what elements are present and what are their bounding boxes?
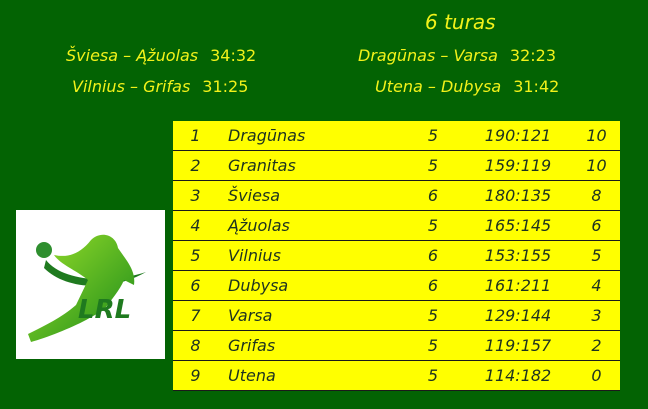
cell-points: 0 xyxy=(573,360,620,391)
table-row: 9 Utena 5 114:182 0 xyxy=(173,360,620,391)
table-row: 8 Grifas 5 119:157 2 xyxy=(173,330,620,361)
table-row: 1 Dragūnas 5 190:121 10 xyxy=(173,121,620,151)
cell-goals: 153:155 xyxy=(463,240,573,271)
cell-goals: 190:121 xyxy=(463,121,573,151)
match-result: Dragūnas – Varsa 32:23 xyxy=(358,46,557,65)
cell-team: Ąžuolas xyxy=(218,210,403,241)
cell-goals: 129:144 xyxy=(463,300,573,331)
match-score: 34:32 xyxy=(210,46,257,65)
cell-points: 5 xyxy=(573,240,620,271)
logo-text: LRL xyxy=(78,295,131,325)
cell-goals: 159:119 xyxy=(463,150,573,181)
cell-games: 6 xyxy=(403,240,463,271)
cell-points: 10 xyxy=(573,121,620,151)
cell-points: 10 xyxy=(573,150,620,181)
standings-table: 1 Dragūnas 5 190:121 10 2 Granitas 5 159:119 10 3 Š… xyxy=(173,121,620,391)
away-team: Varsa xyxy=(453,46,498,65)
cell-goals: 180:135 xyxy=(463,180,573,211)
home-team: Dragūnas xyxy=(358,46,436,65)
table-row: 4 Ąžuolas 5 165:145 6 xyxy=(173,210,620,241)
cell-rank: 8 xyxy=(173,330,218,361)
away-team: Dubysa xyxy=(440,77,502,96)
cell-games: 5 xyxy=(403,121,463,151)
table-row: 5 Vilnius 6 153:155 5 xyxy=(173,240,620,271)
match-result: Šviesa – Ąžuolas 34:32 xyxy=(66,46,257,65)
cell-team: Vilnius xyxy=(218,240,403,271)
match-score: 31:25 xyxy=(202,77,249,96)
cell-points: 4 xyxy=(573,270,620,301)
match-score: 32:23 xyxy=(509,46,557,65)
cell-points: 2 xyxy=(573,330,620,361)
table-row: 2 Granitas 5 159:119 10 xyxy=(173,150,620,181)
cell-team: Grifas xyxy=(218,330,403,361)
cell-rank: 1 xyxy=(173,121,218,151)
cell-team: Utena xyxy=(218,360,403,391)
away-team: Ąžuolas xyxy=(136,46,199,65)
cell-goals: 165:145 xyxy=(463,210,573,241)
cell-goals: 161:211 xyxy=(463,270,573,301)
cell-games: 6 xyxy=(403,180,463,211)
cell-team: Granitas xyxy=(218,150,403,181)
cell-points: 6 xyxy=(573,210,620,241)
cell-games: 5 xyxy=(403,300,463,331)
table-row: 6 Dubysa 6 161:211 4 xyxy=(173,270,620,301)
cell-goals: 114:182 xyxy=(463,360,573,391)
round-title: 6 turas xyxy=(425,10,496,34)
cell-games: 6 xyxy=(403,270,463,301)
cell-rank: 9 xyxy=(173,360,218,391)
match-result: Utena – Dubysa 31:42 xyxy=(375,77,560,96)
cell-team: Dubysa xyxy=(218,270,403,301)
home-team: Šviesa xyxy=(66,46,119,65)
home-team: Utena xyxy=(375,77,423,96)
lrl-logo: LRL xyxy=(16,210,165,359)
cell-games: 5 xyxy=(403,210,463,241)
cell-rank: 5 xyxy=(173,240,218,271)
cell-rank: 6 xyxy=(173,270,218,301)
cell-team: Varsa xyxy=(218,300,403,331)
cell-team: Dragūnas xyxy=(218,121,403,151)
cell-rank: 4 xyxy=(173,210,218,241)
away-team: Grifas xyxy=(143,77,191,96)
table-row: 7 Varsa 5 129:144 3 xyxy=(173,300,620,331)
handball-player-icon: LRL xyxy=(28,234,146,342)
cell-goals: 119:157 xyxy=(463,330,573,361)
match-score: 31:42 xyxy=(513,77,560,96)
home-team: Vilnius xyxy=(72,77,125,96)
cell-team: Šviesa xyxy=(218,180,403,211)
match-result: Vilnius – Grifas 31:25 xyxy=(72,77,249,96)
cell-rank: 3 xyxy=(173,180,218,211)
cell-games: 5 xyxy=(403,360,463,391)
cell-rank: 7 xyxy=(173,300,218,331)
table-row: 3 Šviesa 6 180:135 8 xyxy=(173,180,620,211)
cell-rank: 2 xyxy=(173,150,218,181)
cell-games: 5 xyxy=(403,150,463,181)
cell-points: 8 xyxy=(573,180,620,211)
cell-games: 5 xyxy=(403,330,463,361)
cell-points: 3 xyxy=(573,300,620,331)
